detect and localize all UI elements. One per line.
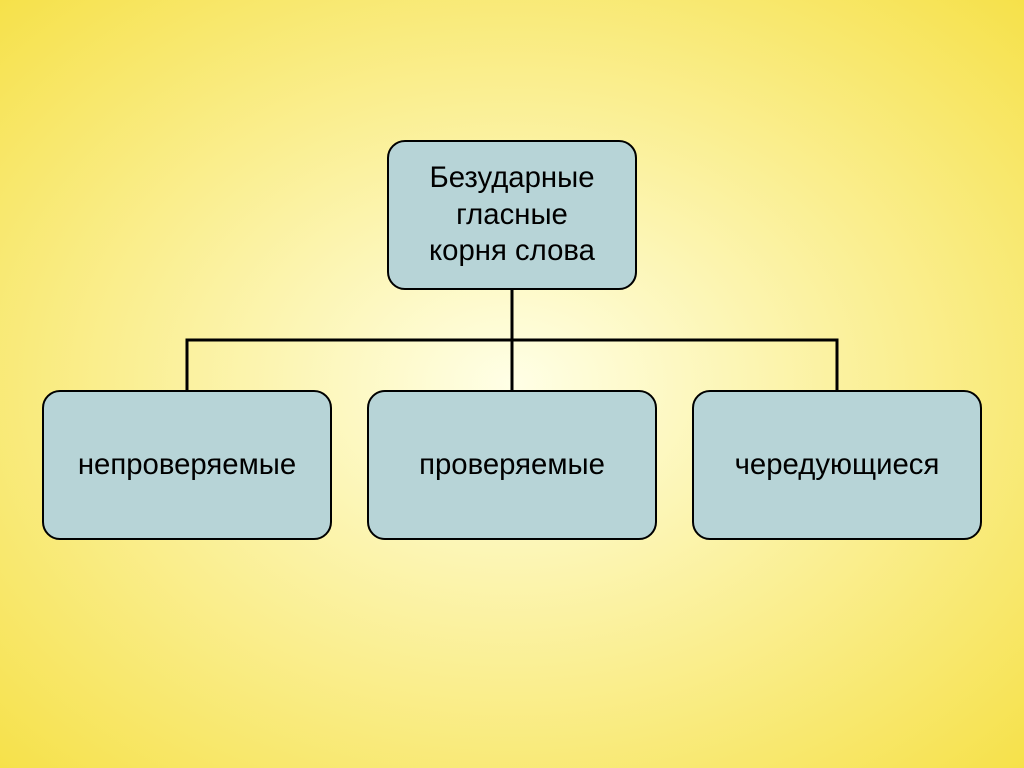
child-node-3: чередующиеся — [692, 390, 982, 540]
child-node-2: проверяемые — [367, 390, 657, 540]
diagram-canvas: Безударные гласные корня слова непроверя… — [0, 0, 1024, 768]
root-line-3: корня слова — [429, 233, 595, 270]
child-node-2-label: проверяемые — [419, 447, 605, 484]
child-node-3-label: чередующиеся — [735, 447, 940, 484]
child-node-1: непроверяемые — [42, 390, 332, 540]
root-line-2: гласные — [429, 197, 595, 234]
root-node: Безударные гласные корня слова — [387, 140, 637, 290]
child-node-1-label: непроверяемые — [78, 447, 296, 484]
connector-lines — [0, 0, 1024, 768]
root-line-1: Безударные — [429, 160, 595, 197]
